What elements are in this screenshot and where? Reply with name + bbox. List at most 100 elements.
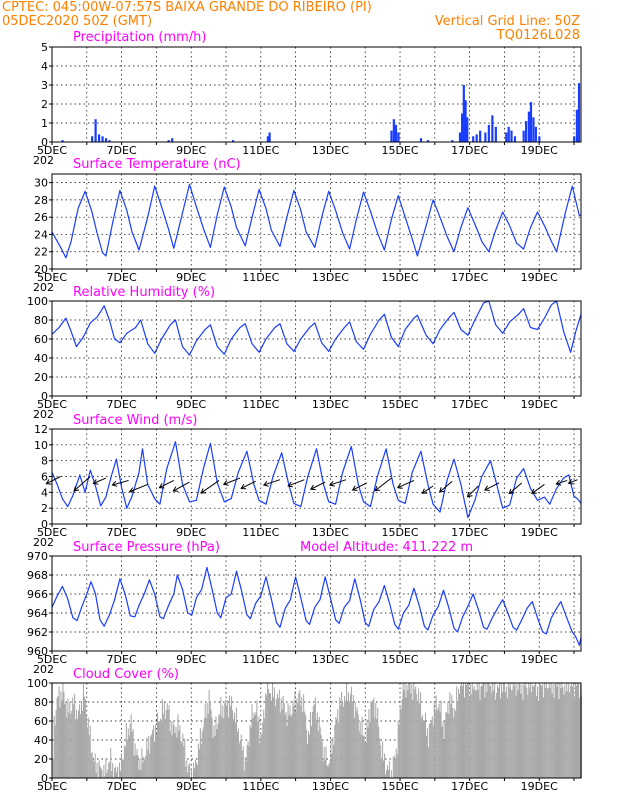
cloud-bar	[129, 723, 131, 778]
cloud-bar	[245, 760, 247, 778]
x-tick-label: 5DEC	[37, 398, 67, 411]
x-tick-label: 17DEC	[451, 398, 488, 411]
cloud-bar	[541, 684, 543, 778]
cloud-bar	[399, 706, 401, 778]
cloud-bar	[327, 766, 329, 778]
x-tick-label: 11DEC	[242, 526, 279, 539]
cloud-bar	[114, 767, 116, 778]
cloud-bar	[230, 706, 232, 778]
cloud-bar	[270, 700, 273, 778]
cloud-bar	[542, 697, 544, 778]
cloud-bar	[558, 699, 560, 778]
cloud-bar	[409, 683, 411, 778]
cloud-bar	[128, 735, 130, 778]
cloud-bar	[123, 745, 125, 778]
x-tick-label: 9DEC	[176, 144, 206, 157]
y-tick-label: 4	[41, 486, 48, 499]
cloud-bar	[343, 706, 345, 778]
cloud-cover-title: Cloud Cover (%)	[73, 667, 179, 682]
cloud-bar	[195, 762, 197, 778]
year-stub: 202	[33, 408, 54, 421]
x-tick-label: 15DEC	[381, 144, 418, 157]
cloud-bar	[321, 741, 323, 778]
cloud-bar	[89, 725, 91, 778]
cloud-bar	[253, 712, 255, 778]
cloud-bar	[361, 716, 363, 778]
cloud-bar	[403, 690, 405, 778]
cloud-bar	[168, 705, 170, 778]
cloud-bar	[477, 689, 479, 778]
cloud-bar	[289, 705, 291, 778]
precip-bar	[513, 136, 517, 142]
cloud-bar	[312, 705, 314, 778]
cloud-bar	[244, 756, 246, 778]
cloud-bar	[474, 689, 476, 778]
wind-vector-head	[262, 480, 269, 487]
cloud-bar	[100, 767, 102, 778]
cloud-bar	[151, 734, 153, 778]
x-tick-label: 15DEC	[381, 780, 418, 793]
cloud-bar	[441, 726, 443, 778]
cloud-bar	[483, 683, 485, 778]
cloud-bar	[58, 686, 60, 778]
cloud-bar	[275, 699, 277, 778]
cloud-bar	[375, 702, 377, 778]
cloud-bar	[336, 719, 338, 778]
cloud-bar	[115, 766, 117, 778]
cloud-bar	[257, 721, 259, 778]
cloud-bar	[385, 770, 388, 778]
cloud-bar	[383, 760, 385, 778]
cloud-bar	[315, 719, 317, 778]
cloud-bar	[308, 734, 311, 778]
cloud-bar	[509, 683, 511, 778]
cloud-bar	[307, 743, 309, 778]
precip-bar	[484, 132, 487, 142]
cloud-bar	[233, 712, 235, 778]
cloud-bar	[281, 708, 283, 778]
cloud-bar	[368, 709, 370, 778]
cloud-bar	[301, 696, 303, 778]
cloud-bar	[136, 749, 138, 778]
precip-bar	[577, 83, 581, 142]
cloud-bar	[422, 720, 425, 778]
cloud-bar	[328, 763, 330, 778]
x-tick-label: 13DEC	[312, 653, 349, 666]
y-tick-label: 20	[34, 753, 48, 766]
x-tick-label: 19DEC	[521, 526, 558, 539]
panel-frame	[51, 555, 582, 652]
cloud-bar	[458, 688, 460, 778]
precip-bar	[231, 140, 235, 142]
cloud-bar	[538, 683, 541, 778]
cloud-bar	[270, 693, 272, 778]
cloud-bar	[484, 697, 486, 778]
cloud-bar	[413, 683, 415, 778]
cloud-bar	[560, 688, 562, 778]
cloud-bar	[355, 711, 357, 778]
precip-bar	[91, 136, 94, 142]
cloud-bar	[138, 769, 140, 778]
cloud-bar	[280, 698, 282, 778]
cloud-bar	[79, 714, 82, 778]
cloud-bar	[177, 714, 179, 778]
cloud-bar	[171, 735, 173, 778]
cloud-bar	[527, 694, 529, 778]
cloud-bar	[577, 683, 579, 778]
cloud-bar	[476, 683, 478, 778]
cloud-bar	[103, 764, 105, 778]
y-tick-label: 970	[27, 550, 48, 563]
cloud-bar	[525, 683, 527, 778]
cloud-bar	[246, 744, 248, 778]
cloud-bar	[514, 683, 516, 778]
x-tick-label: 17DEC	[451, 780, 488, 793]
cloud-bar	[451, 694, 453, 778]
cloud-bar	[493, 690, 495, 778]
x-tick-label: 7DEC	[107, 526, 137, 539]
cloud-bar	[520, 693, 522, 778]
cloud-bar	[453, 717, 455, 778]
y-tick-label: 60	[34, 715, 48, 728]
wind-vector-head	[287, 481, 294, 488]
cloud-bar	[134, 743, 136, 778]
model-altitude: Model Altitude: 411.222 m	[300, 540, 473, 555]
wind-vector	[374, 477, 392, 492]
